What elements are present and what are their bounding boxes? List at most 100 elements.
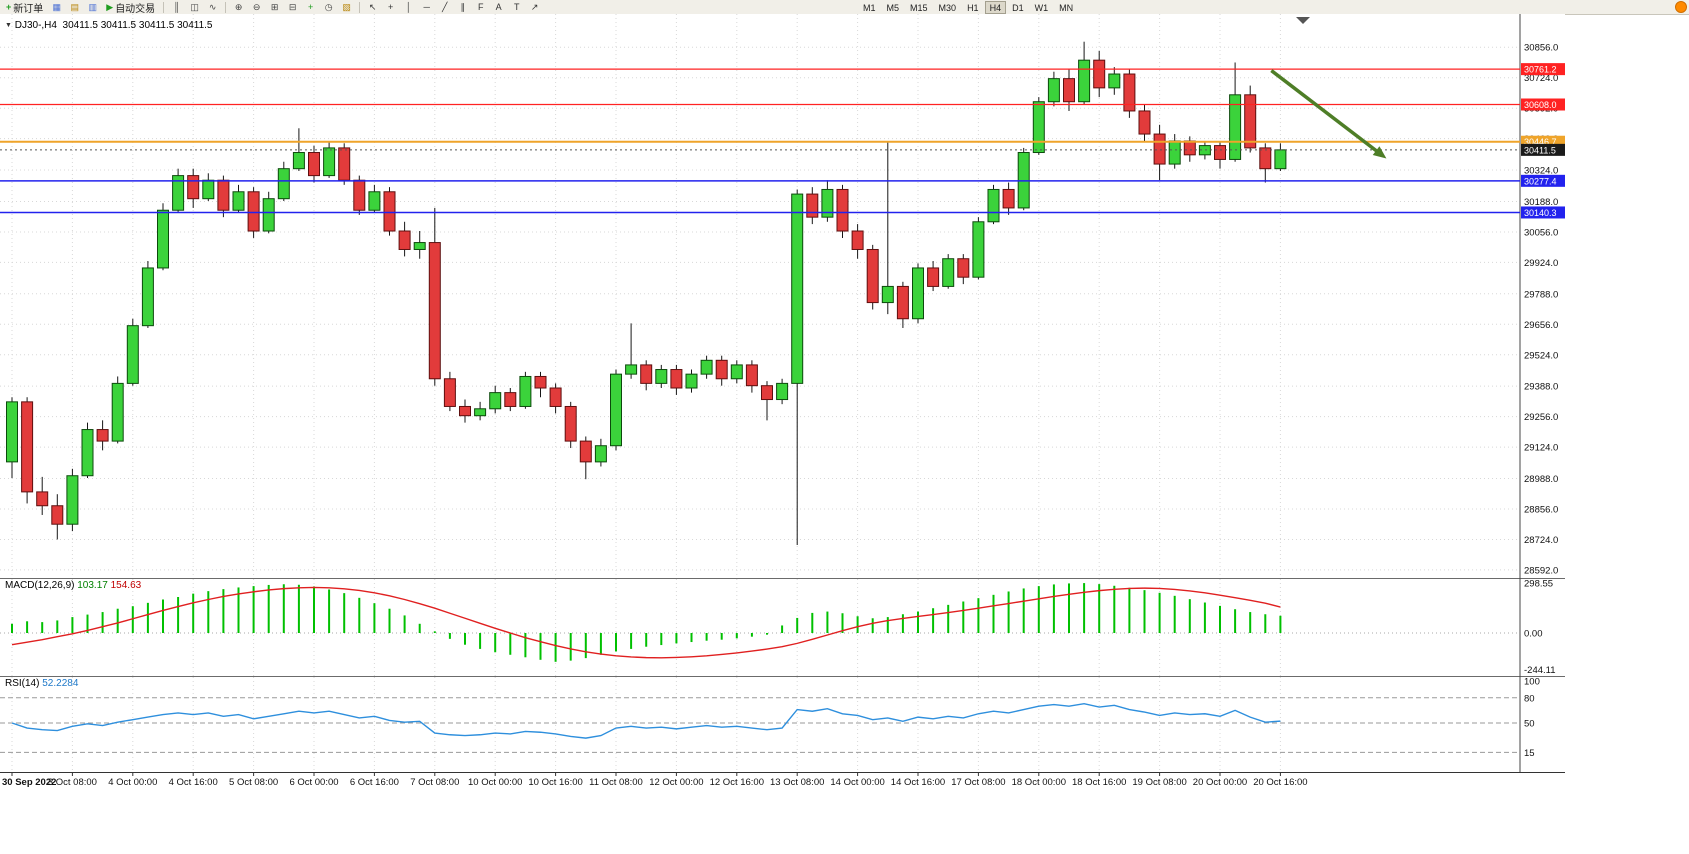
svg-text:28592.0: 28592.0 bbox=[1524, 565, 1558, 576]
crosshair-icon[interactable]: + bbox=[382, 1, 399, 14]
time-axis-label: 11 Oct 08:00 bbox=[589, 777, 643, 788]
chart-window: 30856.030724.030592.030460.030324.030188… bbox=[0, 14, 1565, 790]
timeframe-m1-button[interactable]: M1 bbox=[858, 1, 881, 14]
time-axis-label: 18 Oct 00:00 bbox=[1012, 777, 1066, 788]
hline-price-label: 30140.3 bbox=[1521, 206, 1565, 219]
charts-icon[interactable]: ▦ bbox=[48, 1, 65, 14]
svg-text:30761.2: 30761.2 bbox=[1524, 65, 1557, 75]
hline-price-label: 30608.0 bbox=[1521, 98, 1565, 111]
data-window-icon[interactable]: ▥ bbox=[84, 1, 101, 14]
svg-text:30724.0: 30724.0 bbox=[1524, 73, 1558, 84]
timeframe-w1-button[interactable]: W1 bbox=[1030, 1, 1054, 14]
svg-text:80: 80 bbox=[1524, 693, 1535, 704]
time-axis-label: 4 Oct 00:00 bbox=[108, 777, 157, 788]
time-axis-label: 10 Oct 16:00 bbox=[528, 777, 582, 788]
svg-text:29388.0: 29388.0 bbox=[1524, 382, 1558, 393]
toolbar-separator bbox=[359, 1, 361, 13]
new-order-icon: + bbox=[6, 2, 12, 12]
chart-shift-marker[interactable] bbox=[1296, 17, 1310, 24]
svg-text:29124.0: 29124.0 bbox=[1524, 443, 1558, 454]
svg-text:28856.0: 28856.0 bbox=[1524, 504, 1558, 515]
drawing-icons-group: ↖ + │ ─ ╱ ∥ F A T ↗ bbox=[364, 1, 543, 14]
time-axis-label: 10 Oct 00:00 bbox=[468, 777, 522, 788]
time-axis-label: 6 Oct 00:00 bbox=[289, 777, 338, 788]
indicators-icon[interactable]: + bbox=[302, 1, 319, 14]
toolbar-separator bbox=[163, 1, 165, 13]
svg-text:29524.0: 29524.0 bbox=[1524, 350, 1558, 361]
time-axis-label: 20 Oct 16:00 bbox=[1253, 777, 1307, 788]
hline-price-label: 30277.4 bbox=[1521, 174, 1565, 187]
profiles-icon[interactable]: ▤ bbox=[66, 1, 83, 14]
svg-text:29256.0: 29256.0 bbox=[1524, 412, 1558, 423]
vertical-line-icon[interactable]: │ bbox=[400, 1, 417, 14]
hline-price-label: 30761.2 bbox=[1521, 63, 1565, 76]
notification-icon[interactable] bbox=[1675, 1, 1687, 13]
line-chart-icon[interactable]: ∿ bbox=[204, 1, 221, 14]
toolbar: + 新订单 ▦ ▤ ▥ ▶ 自动交易 ║ ◫ ∿ ⊕ ⊖ ⊞ ⊟ + ◷ ▧ ↖ + │ ─ ╱ ∥ F A T ↗ … bbox=[0, 0, 1689, 15]
svg-text:-244.11: -244.11 bbox=[1524, 665, 1556, 676]
horizontal-line-icon[interactable]: ─ bbox=[418, 1, 435, 14]
candlestick-icon[interactable]: ◫ bbox=[186, 1, 203, 14]
chart-menu-icon[interactable]: ▼ bbox=[5, 22, 12, 29]
zoom-in-icon[interactable]: ⊕ bbox=[230, 1, 247, 14]
auto-trading-button[interactable]: ▶ 自动交易 bbox=[102, 1, 159, 15]
timeframe-mn-button[interactable]: MN bbox=[1054, 1, 1078, 14]
macd-grid bbox=[0, 579, 1520, 676]
arrow-object-icon[interactable]: ↗ bbox=[526, 1, 543, 14]
channel-icon[interactable]: ∥ bbox=[454, 1, 471, 14]
timeframe-h4-button[interactable]: H4 bbox=[984, 1, 1007, 14]
time-axis-label: 3 Oct 08:00 bbox=[48, 777, 97, 788]
view-icons-group: ⊕ ⊖ ⊞ ⊟ + ◷ ▧ bbox=[230, 1, 355, 14]
time-axis-label: 19 Oct 08:00 bbox=[1132, 777, 1186, 788]
trendline-icon[interactable]: ╱ bbox=[436, 1, 453, 14]
svg-text:100: 100 bbox=[1524, 677, 1540, 688]
rsi-line bbox=[11, 702, 1281, 739]
svg-text:30324.0: 30324.0 bbox=[1524, 166, 1558, 177]
time-axis-label: 30 Sep 2022 bbox=[2, 777, 56, 788]
svg-text:28724.0: 28724.0 bbox=[1524, 535, 1558, 546]
label-icon[interactable]: T bbox=[508, 1, 525, 14]
new-order-label: 新订单 bbox=[13, 3, 44, 15]
periods-icon[interactable]: ◷ bbox=[320, 1, 337, 14]
main-chart[interactable]: 30856.030724.030592.030460.030324.030188… bbox=[0, 14, 1565, 578]
svg-text:30856.0: 30856.0 bbox=[1524, 43, 1558, 54]
templates-icon[interactable]: ▧ bbox=[338, 1, 355, 14]
time-axis-label: 12 Oct 16:00 bbox=[710, 777, 764, 788]
time-axis-label: 12 Oct 00:00 bbox=[649, 777, 703, 788]
tile-windows-icon[interactable]: ⊞ bbox=[266, 1, 283, 14]
toolbar-separator bbox=[225, 1, 227, 13]
svg-text:30188.0: 30188.0 bbox=[1524, 197, 1558, 208]
auto-arrange-icon[interactable]: ⊟ bbox=[284, 1, 301, 14]
candlestick-series bbox=[6, 41, 1287, 545]
arrow-object[interactable] bbox=[1270, 69, 1387, 159]
rsi-panel[interactable]: 100 80 50 15 bbox=[0, 676, 1565, 772]
macd-signal-line bbox=[11, 586, 1281, 659]
svg-text:29924.0: 29924.0 bbox=[1524, 258, 1558, 269]
timeframe-m5-button[interactable]: M5 bbox=[882, 1, 905, 14]
fibonacci-icon[interactable]: F bbox=[472, 1, 489, 14]
timeframe-m15-button[interactable]: M15 bbox=[905, 1, 933, 14]
timeframe-h1-button[interactable]: H1 bbox=[962, 1, 984, 14]
bar-chart-icon[interactable]: ║ bbox=[168, 1, 185, 14]
svg-text:30277.4: 30277.4 bbox=[1524, 176, 1557, 186]
new-order-button[interactable]: + 新订单 bbox=[2, 1, 47, 15]
text-icon[interactable]: A bbox=[490, 1, 507, 14]
timeframe-d1-button[interactable]: D1 bbox=[1007, 1, 1029, 14]
auto-trading-label: 自动交易 bbox=[115, 3, 156, 15]
timeframe-m30-button[interactable]: M30 bbox=[934, 1, 962, 14]
cursor-icon[interactable]: ↖ bbox=[364, 1, 381, 14]
auto-trading-icon: ▶ bbox=[106, 2, 114, 12]
time-axis-label: 17 Oct 08:00 bbox=[951, 777, 1005, 788]
macd-panel[interactable]: 298.55 0.00 -244.11 bbox=[0, 578, 1565, 676]
svg-text:30056.0: 30056.0 bbox=[1524, 227, 1558, 238]
chart-type-icons-group: ║ ◫ ∿ bbox=[168, 1, 221, 14]
svg-text:50: 50 bbox=[1524, 719, 1535, 730]
svg-text:30411.5: 30411.5 bbox=[1524, 145, 1556, 155]
zoom-out-icon[interactable]: ⊖ bbox=[248, 1, 265, 14]
svg-text:29656.0: 29656.0 bbox=[1524, 320, 1558, 331]
price-scale[interactable]: 30856.030724.030592.030460.030324.030188… bbox=[1524, 43, 1558, 577]
time-axis-label: 14 Oct 16:00 bbox=[891, 777, 945, 788]
svg-text:29788.0: 29788.0 bbox=[1524, 289, 1558, 300]
time-axis-label: 18 Oct 16:00 bbox=[1072, 777, 1126, 788]
